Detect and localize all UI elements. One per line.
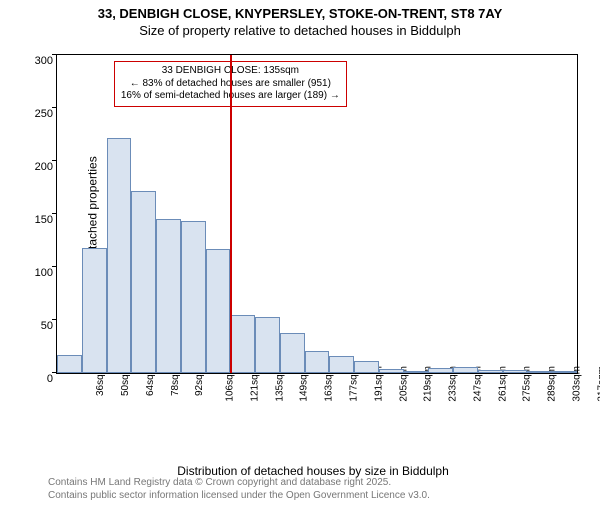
histogram-chart: Number of detached properties 33 DENBIGH… bbox=[48, 54, 578, 424]
histogram-bar bbox=[453, 367, 478, 373]
y-tick-label: 100 bbox=[25, 267, 53, 279]
histogram-bar bbox=[156, 219, 181, 373]
histogram-bar bbox=[428, 368, 453, 373]
footer-line2: Contains public sector information licen… bbox=[48, 490, 430, 503]
histogram-bar bbox=[280, 333, 305, 373]
histogram-bar bbox=[379, 369, 404, 373]
histogram-bar bbox=[552, 371, 577, 373]
y-tick-mark bbox=[52, 213, 57, 214]
histogram-bar bbox=[527, 371, 552, 373]
histogram-bar bbox=[503, 370, 528, 373]
histogram-bar bbox=[478, 370, 503, 373]
y-tick-label: 300 bbox=[25, 55, 53, 67]
histogram-bar bbox=[255, 317, 280, 373]
histogram-bar bbox=[404, 371, 429, 373]
y-tick-label: 250 bbox=[25, 108, 53, 120]
x-tick-label: 317sqm bbox=[596, 366, 600, 402]
y-tick-label: 200 bbox=[25, 161, 53, 173]
footer-line1: Contains HM Land Registry data © Crown c… bbox=[48, 477, 430, 490]
y-tick-mark bbox=[52, 107, 57, 108]
y-tick-label: 50 bbox=[25, 320, 53, 332]
histogram-bar bbox=[57, 355, 82, 373]
x-axis-label: Distribution of detached houses by size … bbox=[48, 464, 578, 478]
histogram-bar bbox=[82, 248, 107, 373]
histogram-bar bbox=[305, 351, 330, 373]
histogram-bar bbox=[206, 249, 231, 373]
reference-line bbox=[230, 55, 232, 373]
y-tick-label: 150 bbox=[25, 214, 53, 226]
y-tick-mark bbox=[52, 319, 57, 320]
histogram-bar bbox=[329, 356, 354, 373]
histogram-bar bbox=[181, 221, 206, 373]
y-tick-mark bbox=[52, 266, 57, 267]
y-tick-label: 0 bbox=[25, 373, 53, 385]
plot-area: 33 DENBIGH CLOSE: 135sqm ← 83% of detach… bbox=[56, 54, 578, 374]
footer-attribution: Contains HM Land Registry data © Crown c… bbox=[48, 477, 430, 502]
histogram-bar bbox=[230, 315, 255, 373]
page-title-line2: Size of property relative to detached ho… bbox=[0, 23, 600, 38]
histogram-bar bbox=[107, 138, 132, 373]
histogram-bar bbox=[131, 191, 156, 373]
histogram-bar bbox=[354, 361, 379, 373]
page-title-line1: 33, DENBIGH CLOSE, KNYPERSLEY, STOKE-ON-… bbox=[0, 6, 600, 21]
y-tick-mark bbox=[52, 54, 57, 55]
y-tick-mark bbox=[52, 160, 57, 161]
